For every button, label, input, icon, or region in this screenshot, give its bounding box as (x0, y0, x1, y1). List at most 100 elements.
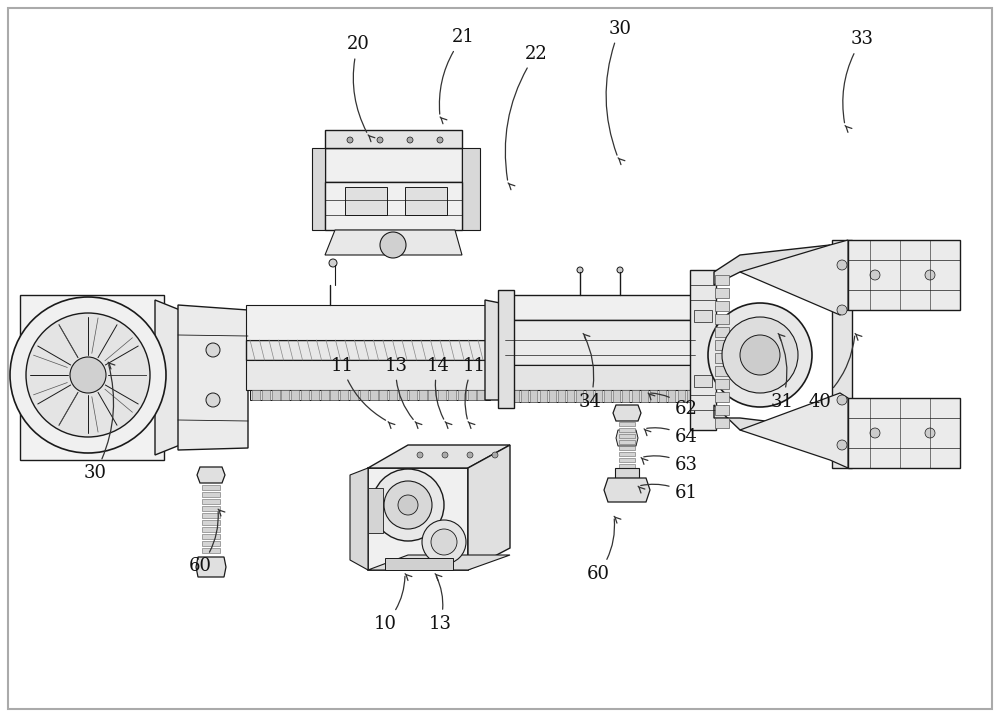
Bar (291, 390, 299, 400)
Polygon shape (20, 295, 164, 460)
Circle shape (837, 305, 847, 315)
Bar (678, 390, 685, 402)
Text: 10: 10 (374, 576, 405, 633)
Circle shape (442, 452, 448, 458)
Circle shape (417, 452, 423, 458)
Bar (438, 390, 446, 400)
Bar (252, 390, 260, 400)
Bar (521, 390, 528, 402)
Polygon shape (505, 365, 695, 390)
Bar (687, 390, 694, 402)
Polygon shape (246, 340, 490, 360)
Text: 20: 20 (347, 35, 369, 133)
Circle shape (837, 260, 847, 270)
Bar (202, 506, 220, 511)
Bar (360, 390, 368, 400)
Polygon shape (178, 305, 248, 450)
Bar (405, 187, 447, 215)
Polygon shape (197, 467, 225, 483)
Circle shape (467, 452, 473, 458)
Text: 33: 33 (843, 30, 874, 123)
Bar (619, 428, 635, 432)
Bar (345, 187, 387, 215)
Bar (715, 327, 729, 337)
Polygon shape (325, 148, 462, 182)
Polygon shape (740, 240, 848, 315)
Bar (619, 422, 635, 426)
Bar (613, 390, 620, 402)
Text: 14: 14 (427, 356, 449, 419)
Text: 31: 31 (770, 336, 794, 411)
Bar (368, 488, 383, 533)
Bar (694, 310, 712, 322)
Text: 60: 60 (188, 512, 218, 576)
Bar (379, 390, 387, 400)
Circle shape (870, 270, 880, 280)
Polygon shape (246, 360, 490, 390)
Polygon shape (604, 478, 650, 502)
Bar (202, 534, 220, 539)
Bar (512, 390, 519, 402)
Bar (715, 405, 729, 415)
Bar (668, 390, 675, 402)
Circle shape (422, 520, 466, 564)
Circle shape (347, 137, 353, 143)
Text: 40: 40 (809, 336, 855, 411)
Text: 11: 11 (462, 356, 486, 419)
Text: 60: 60 (586, 519, 615, 583)
Circle shape (70, 357, 106, 393)
Bar (281, 390, 289, 400)
Bar (641, 390, 648, 402)
Bar (301, 390, 309, 400)
Circle shape (925, 270, 935, 280)
Bar (350, 390, 358, 400)
Text: 21: 21 (439, 28, 474, 114)
Polygon shape (325, 230, 462, 255)
Circle shape (26, 313, 150, 437)
Bar (694, 375, 712, 387)
Text: 30: 30 (84, 365, 114, 483)
Bar (622, 390, 629, 402)
Bar (385, 558, 453, 570)
Bar (477, 390, 485, 400)
Polygon shape (498, 290, 514, 408)
Bar (458, 390, 466, 400)
Bar (715, 275, 729, 285)
Circle shape (10, 297, 166, 453)
Polygon shape (246, 305, 490, 340)
Polygon shape (714, 405, 840, 445)
Circle shape (398, 495, 418, 515)
Polygon shape (350, 468, 368, 570)
Polygon shape (468, 445, 510, 570)
Text: 64: 64 (647, 428, 697, 447)
Polygon shape (325, 182, 462, 230)
Polygon shape (155, 300, 180, 455)
Bar (619, 440, 635, 444)
Bar (715, 314, 729, 324)
Circle shape (377, 137, 383, 143)
Bar (650, 390, 657, 402)
Bar (419, 390, 427, 400)
Polygon shape (832, 240, 852, 468)
Bar (549, 390, 556, 402)
Bar (659, 390, 666, 402)
Bar (330, 390, 338, 400)
Bar (715, 418, 729, 428)
Bar (428, 390, 436, 400)
Text: 61: 61 (641, 484, 698, 503)
Bar (567, 390, 574, 402)
Circle shape (206, 393, 220, 407)
Polygon shape (616, 430, 638, 446)
Polygon shape (505, 295, 695, 320)
Bar (615, 468, 639, 478)
Circle shape (837, 395, 847, 405)
Text: 22: 22 (505, 44, 547, 180)
Bar (311, 390, 319, 400)
Bar (715, 366, 729, 376)
Bar (321, 390, 329, 400)
Bar (262, 390, 270, 400)
Circle shape (708, 303, 812, 407)
Bar (558, 390, 565, 402)
Text: 34: 34 (579, 336, 601, 411)
Text: 11: 11 (330, 356, 386, 420)
